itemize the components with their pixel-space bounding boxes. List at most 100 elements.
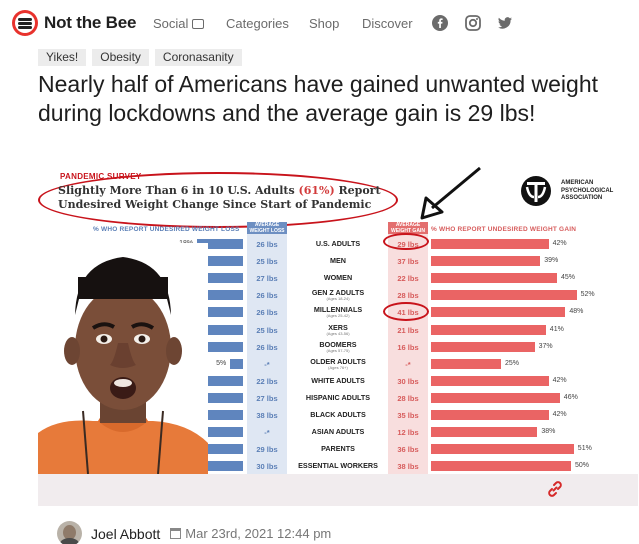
gain-bar <box>431 375 549 386</box>
tag-coronasanity[interactable]: Coronasanity <box>154 49 242 66</box>
loss-bar <box>230 358 243 369</box>
avg-loss-value: 38 lbs <box>256 411 278 420</box>
author-name[interactable]: Joel Abbott <box>91 525 161 542</box>
facebook-icon[interactable] <box>432 15 448 31</box>
avg-gain-value: 21 lbs <box>397 325 419 335</box>
avg-gain-value: 22 lbs <box>397 274 419 284</box>
survey-title: Slightly More Than 6 in 10 U.S. Adults (… <box>58 184 381 211</box>
group-label: U.S. ADULTS <box>315 239 361 248</box>
nav-shop[interactable]: Shop <box>309 16 340 31</box>
tag-obesity[interactable]: Obesity <box>92 49 149 66</box>
group-label: XERS (Ages 43-56) <box>292 323 384 336</box>
nav-social-label: Social <box>153 16 189 31</box>
loss-bar <box>186 307 243 318</box>
loss-bar <box>197 239 243 249</box>
link-icon[interactable] <box>546 480 564 498</box>
avg-gain-value: 38 lbs <box>397 462 419 472</box>
image-footer <box>38 474 638 506</box>
byline: Joel Abbott Mar 23rd, 2021 12:44 pm <box>57 521 331 544</box>
group-label: MILLENNIALS (Ages 25-42) <box>292 306 384 318</box>
gain-percent: 42% <box>552 411 567 418</box>
loss-bar <box>174 461 243 472</box>
avg-loss-header: AVERAGE WEIGHT LOSS <box>247 222 287 234</box>
avg-gain-header: AVERAGE WEIGHT GAIN <box>388 222 428 234</box>
loss-bar <box>179 392 243 403</box>
group-label: BLACK ADULTS <box>310 410 366 419</box>
avg-loss-value: 26 lbs <box>256 308 278 318</box>
site-header: Not the Bee Social Categories Shop Disco… <box>0 0 639 46</box>
group-age-range: (Ages 76+) <box>328 364 348 370</box>
loss-bar <box>199 273 243 284</box>
tag-list: Yikes! Obesity Coronasanity <box>38 49 242 66</box>
nav-discover[interactable]: Discover <box>362 16 413 31</box>
calendar-icon <box>170 528 182 539</box>
avg-gain-value: 37 lbs <box>397 257 419 267</box>
instagram-icon[interactable] <box>465 15 481 31</box>
gain-percent: 38% <box>541 428 556 436</box>
group-age-range: (Ages 43-56) <box>326 330 350 336</box>
logo-text: Not the Bee <box>44 13 137 32</box>
gain-percent: 46% <box>563 393 578 401</box>
nav-social[interactable]: Social <box>153 16 205 31</box>
survey-row: 5% -* OLDER ADULTS (Ages 76+) -* 25% <box>0 357 639 376</box>
gain-percent: 45% <box>561 274 576 282</box>
avg-loss-value: -* <box>264 359 270 369</box>
gain-percent: 42% <box>552 376 567 384</box>
publish-date: Mar 23rd, 2021 12:44 pm <box>185 526 332 541</box>
gain-bar <box>431 461 571 472</box>
gain-column-header: % WHO REPORT UNDESIRED WEIGHT GAIN <box>431 226 577 233</box>
red-circle-annotation <box>383 302 429 321</box>
gain-bar <box>431 392 560 403</box>
group-label: GEN Z ADULTS (Ages 18-24) <box>292 289 384 301</box>
avg-gain-value: -* <box>405 359 411 369</box>
avg-loss-value: 25 lbs <box>256 257 278 267</box>
group-label: WHITE ADULTS <box>311 375 365 385</box>
avg-gain-value: 28 lbs <box>397 291 419 301</box>
apa-name: AMERICAN PSYCHOLOGICAL ASSOCIATION <box>561 180 614 201</box>
author-avatar[interactable] <box>57 521 82 544</box>
red-circle-annotation <box>38 172 398 228</box>
loss-bar <box>186 410 243 420</box>
group-label: ASIAN ADULTS <box>311 427 365 437</box>
avg-loss-value: 27 lbs <box>256 274 278 284</box>
loss-bar <box>207 341 243 352</box>
avg-loss-value: 27 lbs <box>256 393 278 403</box>
site-logo[interactable]: Not the Bee <box>12 10 136 36</box>
avg-gain-value: 28 lbs <box>397 393 419 403</box>
avg-loss-value: 26 lbs <box>256 342 278 352</box>
twitter-icon[interactable] <box>497 15 513 31</box>
gain-percent: 25% <box>505 359 520 367</box>
group-age-range: (Ages 57-75) <box>326 347 350 353</box>
gain-bar <box>431 290 577 301</box>
avg-loss-value: -* <box>264 428 270 438</box>
avg-loss-value: 26 lbs <box>256 240 278 249</box>
group-age-range: (Ages 25-42) <box>326 313 350 319</box>
loss-bar <box>202 427 243 438</box>
loss-column-header: % WHO REPORT UNDESIRED WEIGHT LOSS <box>93 226 240 233</box>
tag-yikes[interactable]: Yikes! <box>38 49 87 66</box>
group-label: OLDER ADULTS (Ages 76+) <box>292 357 384 370</box>
reaction-photo <box>38 243 208 474</box>
gain-bar <box>431 427 538 438</box>
gain-percent: 52% <box>580 291 595 299</box>
gain-percent: 50% <box>575 462 590 470</box>
loss-bar <box>199 375 243 386</box>
nav-categories[interactable]: Categories <box>226 16 289 31</box>
avg-loss-column <box>247 234 287 474</box>
group-age-range: (Ages 18-24) <box>326 296 350 302</box>
avg-gain-column <box>388 234 428 474</box>
gain-bar <box>431 410 549 420</box>
gain-percent: 41% <box>549 325 564 333</box>
gain-percent: 37% <box>538 342 553 350</box>
arrow-annotation <box>420 166 481 220</box>
loss-percent: 5% <box>216 359 227 367</box>
gain-bar <box>431 239 549 249</box>
gain-bar <box>431 307 566 318</box>
avg-loss-value: 30 lbs <box>256 462 278 472</box>
group-label: PARENTS <box>321 444 355 454</box>
group-label: HISPANIC ADULTS <box>305 392 371 402</box>
gain-bar <box>431 358 501 369</box>
avg-gain-value: 35 lbs <box>397 411 419 420</box>
gain-bar <box>431 256 541 267</box>
gain-percent: 42% <box>552 240 567 247</box>
